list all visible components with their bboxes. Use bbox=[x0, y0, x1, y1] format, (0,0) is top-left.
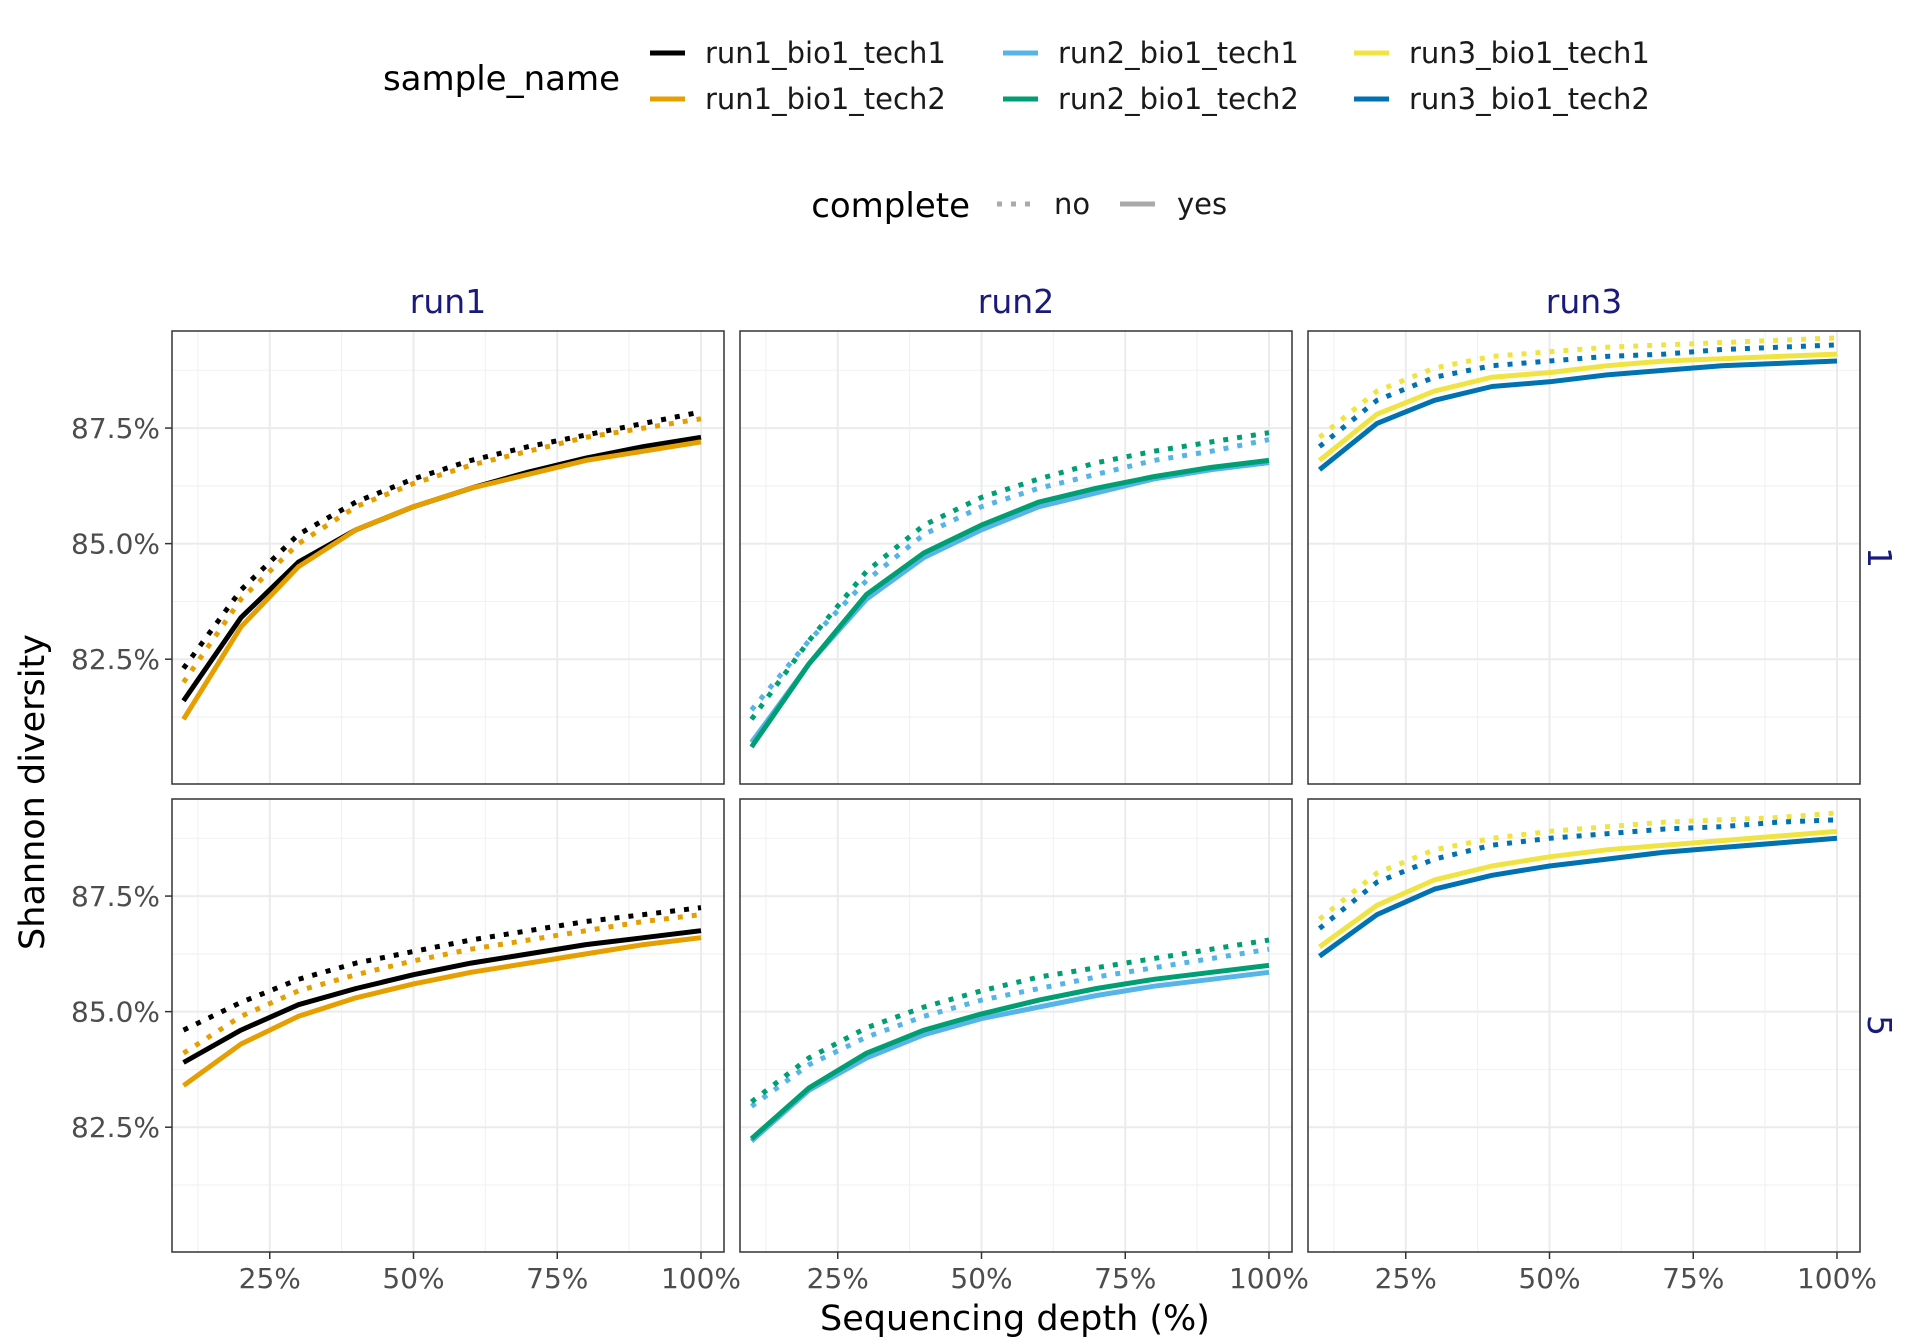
x-tick-label: 100% bbox=[661, 1262, 741, 1295]
y-tick-label: 82.5% bbox=[71, 643, 160, 676]
strip-row-1: 1 bbox=[1860, 547, 1899, 568]
legend-label-run3_bio1_tech2: run3_bio1_tech2 bbox=[1409, 82, 1650, 116]
series-run3_bio1_tech1-complete bbox=[1318, 828, 1838, 949]
series-run2_bio1_tech1-complete bbox=[749, 969, 1270, 1143]
panel-border bbox=[739, 798, 1293, 1253]
x-tick-label: 75% bbox=[1662, 1262, 1724, 1295]
legend-title-complete: complete bbox=[811, 186, 970, 226]
x-tick-label: 100% bbox=[1229, 1262, 1309, 1295]
series-run2_bio1_tech2-complete bbox=[749, 457, 1270, 749]
panel-run3-1 bbox=[1307, 330, 1861, 785]
x-tick-label: 25% bbox=[807, 1262, 869, 1295]
x-tick-label: 100% bbox=[1797, 1262, 1877, 1295]
x-axis-title: Sequencing depth (%) bbox=[820, 1299, 1210, 1339]
legend-label-no: no bbox=[1054, 187, 1090, 221]
series-run2_bio1_tech1-incomplete bbox=[750, 946, 1270, 1109]
panel-background bbox=[172, 799, 724, 1252]
panel-run2-5 bbox=[739, 798, 1293, 1253]
axes: 25% 50% 75% 100% 25% 50% 75% 100% 25% 50% 75% 100% 8… bbox=[71, 412, 1877, 1295]
facet-panels bbox=[171, 330, 1861, 1253]
y-axis-title: Shannon diversity bbox=[13, 634, 53, 950]
panel-run3-5 bbox=[1307, 798, 1861, 1253]
series-run2_bio1_tech1-incomplete bbox=[749, 437, 1270, 712]
y-tick-label: 85.0% bbox=[71, 528, 160, 561]
panel-border bbox=[739, 330, 1293, 785]
panel-border bbox=[1307, 330, 1861, 785]
series-run3_bio1_tech1-incomplete bbox=[1317, 810, 1838, 922]
series-run3_bio1_tech1-incomplete bbox=[1317, 335, 1838, 440]
series-run1_bio1_tech1-complete bbox=[182, 928, 702, 1065]
strip-run2: run2 bbox=[978, 282, 1054, 321]
panel-background bbox=[1308, 331, 1860, 784]
strip-run3: run3 bbox=[1546, 282, 1622, 321]
panel-background bbox=[740, 331, 1292, 784]
panel-background bbox=[1308, 799, 1860, 1252]
series-run3_bio1_tech2-incomplete bbox=[1317, 817, 1838, 931]
series-run1_bio1_tech2-incomplete bbox=[181, 416, 702, 684]
panel-border bbox=[1307, 798, 1861, 1253]
strip-row-5: 5 bbox=[1860, 1015, 1899, 1036]
x-tick-label: 25% bbox=[1375, 1262, 1437, 1295]
series-run2_bio1_tech2-incomplete bbox=[749, 430, 1270, 721]
y-tick-label: 82.5% bbox=[71, 1111, 160, 1144]
panel-border bbox=[171, 330, 725, 785]
series-run3_bio1_tech2-complete bbox=[1317, 358, 1838, 472]
x-tick-label: 50% bbox=[382, 1262, 444, 1295]
series-run3_bio1_tech2-complete bbox=[1318, 835, 1838, 959]
x-tick-label: 50% bbox=[1518, 1262, 1580, 1295]
strip-run1: run1 bbox=[410, 282, 486, 321]
series-run3_bio1_tech2-incomplete bbox=[1317, 342, 1838, 449]
series-run1_bio1_tech1-incomplete bbox=[182, 905, 702, 1033]
legend-title-sample-name: sample_name bbox=[383, 59, 620, 99]
panel-run1-1 bbox=[171, 330, 725, 785]
series-run3_bio1_tech1-complete bbox=[1317, 351, 1838, 463]
x-tick-label: 75% bbox=[1094, 1262, 1156, 1295]
legend-label-run2_bio1_tech2: run2_bio1_tech2 bbox=[1058, 82, 1299, 116]
legend-label-run1_bio1_tech2: run1_bio1_tech2 bbox=[705, 82, 946, 116]
legend-label-run3_bio1_tech1: run3_bio1_tech1 bbox=[1409, 36, 1650, 70]
y-tick-label: 87.5% bbox=[71, 412, 160, 445]
series-run1_bio1_tech2-incomplete bbox=[182, 912, 702, 1056]
panel-run1-5 bbox=[171, 798, 725, 1253]
legend-label-yes: yes bbox=[1177, 187, 1227, 221]
y-tick-label: 87.5% bbox=[71, 880, 160, 913]
panel-border bbox=[171, 798, 725, 1253]
x-tick-label: 75% bbox=[526, 1262, 588, 1295]
panel-run2-1 bbox=[739, 330, 1293, 785]
y-tick-label: 85.0% bbox=[71, 996, 160, 1029]
legend-label-run1_bio1_tech1: run1_bio1_tech1 bbox=[705, 36, 946, 70]
facet-strips: run1 run2 run3 1 5 bbox=[410, 282, 1899, 1036]
panel-background bbox=[740, 799, 1292, 1252]
panel-background bbox=[172, 331, 724, 784]
series-run1_bio1_tech2-complete bbox=[181, 439, 702, 721]
series-run2_bio1_tech2-complete bbox=[749, 962, 1270, 1141]
legend-label-run2_bio1_tech1: run2_bio1_tech1 bbox=[1058, 36, 1299, 70]
x-tick-label: 50% bbox=[950, 1262, 1012, 1295]
legend: sample_name run1_bio1_tech1 run1_bio1_tech… bbox=[383, 36, 1650, 226]
series-run2_bio1_tech2-incomplete bbox=[749, 937, 1270, 1104]
series-run1_bio1_tech2-complete bbox=[182, 935, 702, 1088]
x-tick-label: 25% bbox=[239, 1262, 301, 1295]
